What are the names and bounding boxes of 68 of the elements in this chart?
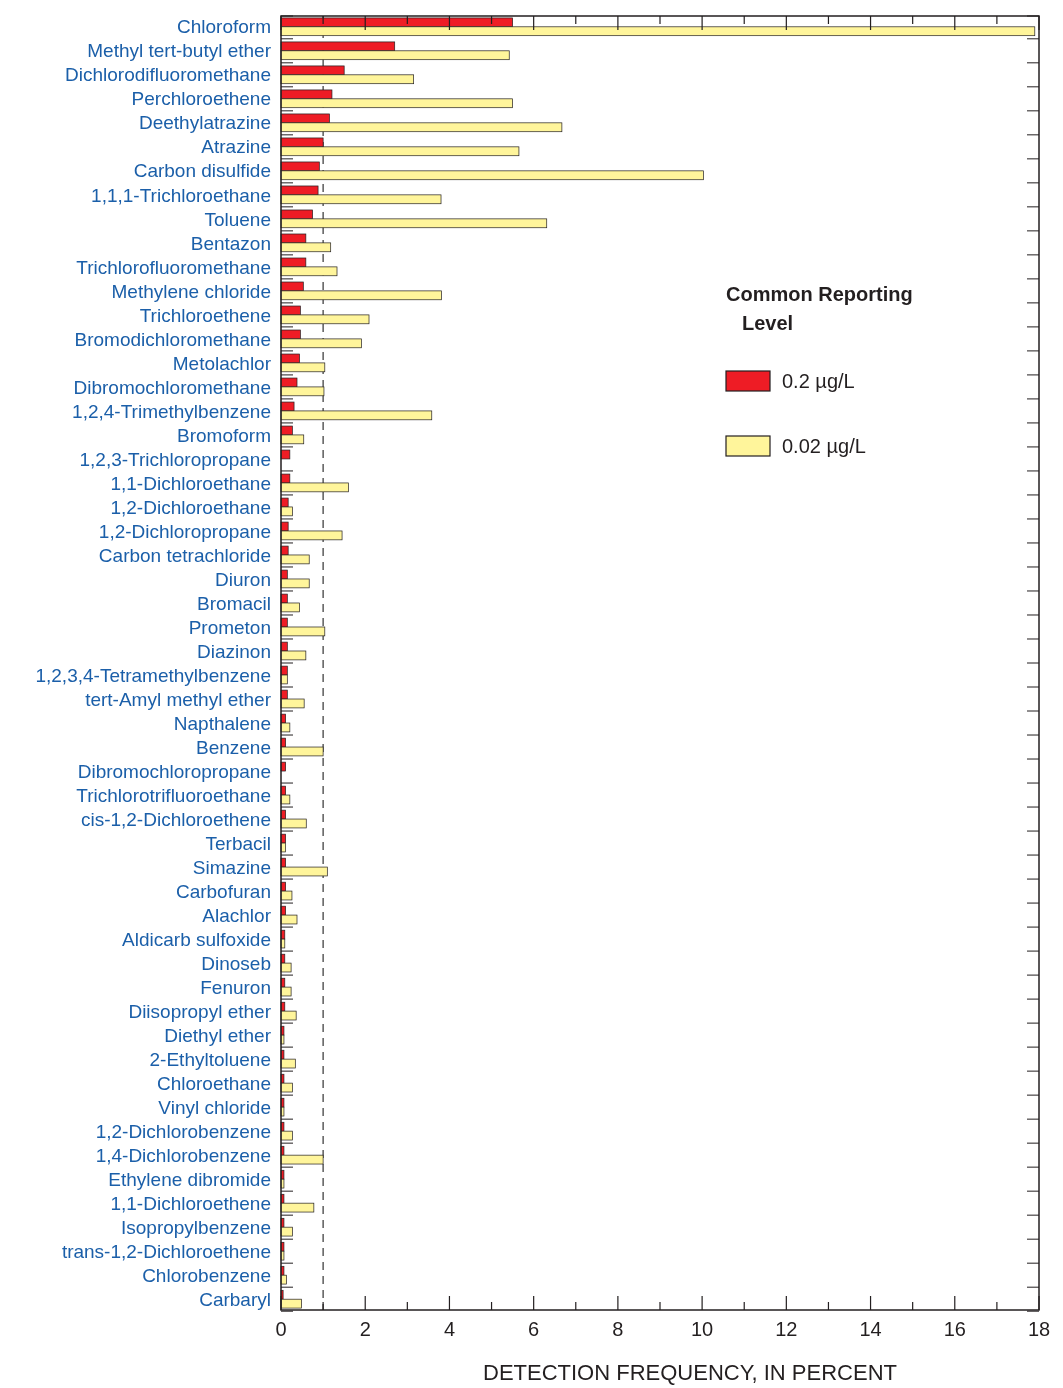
x-tick-label: 0 [275,1318,287,1340]
x-tick-label: 12 [775,1318,798,1340]
y-tick-label: Trichlorofluoromethane [76,256,271,278]
y-tick-label: Vinyl chloride [158,1096,271,1118]
y-tick-label: Bentazon [190,232,271,254]
y-tick-label: 1,2-Dichloropropane [98,520,271,542]
y-tick-label: Simazine [192,856,271,878]
y-tick-label: Diuron [215,568,271,590]
x-tick-label: 6 [528,1318,540,1340]
y-tick-label: Carbon tetrachloride [98,544,271,566]
y-tick-label: Deethylatrazine [138,112,271,134]
y-tick-label: 1,4-Dichlorobenzene [95,1144,271,1166]
y-tick-label: 1,1,1-Trichloroethane [91,184,271,206]
legend-label: 0.02 µg/L [782,435,866,457]
x-tick-label: 8 [612,1318,624,1340]
y-tick-label: Atrazine [201,136,271,158]
x-tick-label: 10 [690,1318,714,1340]
legend-title: Common Reporting Level [726,283,913,334]
x-tick-label: 18 [1027,1318,1051,1340]
y-tick-label: trans-1,2-Dichloroethene [61,1240,271,1262]
y-tick-label: Benzene [195,736,271,758]
y-tick-label: Diethyl ether [164,1024,272,1046]
y-tick-label: Diazinon [197,640,271,662]
y-tick-label: Dibromochloropropane [77,760,271,782]
y-tick-label: tert-Amyl methyl ether [85,688,272,710]
y-tick-label: Toluene [204,208,271,230]
legend-label: 0.2 µg/L [782,370,855,392]
y-tick-label: Methyl tert-butyl ether [87,40,272,62]
y-tick-label: Carbofuran [175,880,271,902]
y-tick-label: 1,2-Dichloroethane [110,496,271,518]
y-tick-label: Carbon disulfide [133,160,271,182]
y-tick-label: Dichlorodifluoromethane [65,64,271,86]
y-tick-label: Ethylene dibromide [108,1168,271,1190]
y-tick-label: Fenuron [200,976,271,998]
y-tick-label: Terbacil [205,832,271,854]
y-tick-label: Carbaryl [199,1288,271,1310]
y-tick-label: 1,1-Dichloroethane [110,472,271,494]
x-tick-label: 16 [943,1318,966,1340]
y-tick-label: Trichlorotrifluoroethane [76,784,271,806]
x-axis-title: DETECTION FREQUENCY, IN PERCENT [483,1360,897,1385]
y-tick-label: Napthalene [173,712,271,734]
y-tick-label: Perchloroethene [131,88,271,110]
y-tick-label: Isopropylbenzene [121,1216,271,1238]
y-tick-label: Bromodichloromethane [74,328,271,350]
y-tick-label: Dibromochloromethane [73,376,271,398]
y-tick-label: 2-Ethyltoluene [149,1048,271,1070]
y-tick-label: Chloroform [177,16,271,38]
y-tick-label: Bromoform [177,424,271,446]
y-tick-label: 1,1-Dichloroethene [110,1192,271,1214]
y-tick-label: Chlorobenzene [142,1264,271,1286]
y-tick-label: 1,2,4-Trimethylbenzene [72,400,271,422]
y-tick-label: Aldicarb sulfoxide [122,928,271,950]
x-tick-label: 2 [359,1318,371,1340]
y-tick-label: 1,2,3-Trichloropropane [79,448,271,470]
y-tick-label: Prometon [188,616,271,638]
y-tick-label: cis-1,2-Dichloroethene [80,808,271,830]
y-tick-label: 1,2-Dichlorobenzene [95,1120,271,1142]
y-tick-label: Trichloroethene [139,304,271,326]
x-tick-label: 4 [443,1318,456,1340]
y-tick-label: 1,2,3,4-Tetramethylbenzene [35,664,271,686]
y-tick-label: Alachlor [202,904,272,926]
y-tick-label: Chloroethane [156,1072,271,1094]
y-tick-label: Metolachlor [172,352,272,374]
y-tick-label: Dinoseb [201,952,271,974]
x-tick-label: 14 [859,1318,882,1340]
y-tick-label: Methylene chloride [111,280,271,302]
y-tick-label: Bromacil [197,592,271,614]
y-tick-label: Diisopropyl ether [128,1000,272,1022]
